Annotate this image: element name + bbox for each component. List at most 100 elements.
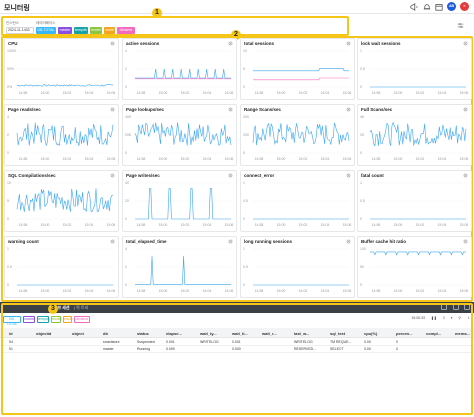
megaphone-icon[interactable]	[410, 3, 418, 11]
y-tick-label: 400	[243, 115, 249, 119]
metric-card[interactable]: lock wait sessions 1 0.5 0 14:58 15:00 15:02 15…	[357, 38, 472, 100]
metric-card[interactable]: total sessions 10 5 0 14:58 15:00 15:02 15:04 15…	[240, 38, 355, 100]
column-header[interactable]: last_w...	[294, 331, 310, 336]
panel-db-chip-tempdb[interactable]: tempdb	[37, 316, 50, 323]
column-header[interactable]: percen...	[396, 331, 413, 336]
panel-db-chip-msdb[interactable]: msdb	[63, 316, 73, 323]
metric-card[interactable]: SQL Compilations/sec 10 5 0 14:58 15:00 15:02 1…	[4, 170, 119, 232]
avatar[interactable]: AB	[447, 2, 456, 11]
gear-icon[interactable]	[110, 107, 115, 112]
card-title: fatal count	[361, 173, 384, 178]
x-tick-label: 15:06	[107, 91, 116, 95]
table-cell: master	[103, 347, 114, 351]
metric-card[interactable]: Full Scans/sec 4K 2K 0 14:58 15:00 15:02 15:04 1…	[357, 104, 472, 166]
table-row[interactable]: 54 smartstore Suspended 0.001 WRITELOG 0.001 W…	[0, 339, 474, 346]
gear-icon[interactable]	[228, 173, 233, 178]
column-header[interactable]: elapse...	[166, 331, 182, 336]
metric-card[interactable]: connect_error 1 0.5 0 14:58 15:00 15:02 15:04 15…	[240, 170, 355, 232]
db-chip-dbname[interactable]: dbname	[117, 27, 135, 34]
x-tick-label: 15:04	[438, 289, 447, 293]
window-icon[interactable]	[452, 304, 459, 310]
calendar-icon[interactable]	[435, 3, 443, 11]
panel-db-chip-model[interactable]: model	[51, 316, 62, 323]
y-tick-label: 4	[125, 49, 127, 53]
gear-icon[interactable]	[463, 41, 468, 46]
expand-icon[interactable]	[464, 304, 470, 310]
column-header[interactable]: wait_ty...	[200, 331, 217, 336]
pause-icon[interactable]: ❚❚	[430, 316, 437, 320]
bell-icon[interactable]	[423, 3, 431, 11]
metric-card[interactable]: Range Scans/sec 400 200 0 14:58 15:00 15:02 15:…	[240, 104, 355, 166]
x-tick-label: 15:00	[394, 157, 403, 161]
metric-card[interactable]: total_elapsed_time 4 2 0 14:58 15:00 15:02 15:0…	[122, 236, 237, 298]
gear-icon[interactable]	[228, 239, 233, 244]
gear-icon[interactable]	[110, 239, 115, 244]
lock-tree-tab[interactable]: | 락 트리	[74, 305, 89, 310]
column-header[interactable]: wait_ti...	[232, 331, 248, 336]
y-tick-label: 0	[7, 217, 9, 221]
filter-icon[interactable]: ▾	[450, 316, 453, 320]
panel-db-chip-dbname[interactable]: dbname	[74, 316, 90, 323]
table-row[interactable]: 51 master Running 0.009 0.000 RESERVED... SELE…	[0, 346, 474, 353]
gear-icon[interactable]	[346, 107, 351, 112]
x-tick-label: 15:02	[299, 289, 308, 293]
gear-icon[interactable]	[346, 239, 351, 244]
card-title: SQL Compilations/sec	[8, 173, 56, 178]
x-tick-label: 15:06	[460, 91, 469, 95]
column-header[interactable]: object	[72, 331, 84, 336]
db-chip-db-total[interactable]: DB-TOTAL	[36, 27, 56, 34]
panel-filter: DB-TOTAL master tempdb model msdb dbname 15:0…	[0, 313, 474, 327]
column-header[interactable]: cpu(%)	[364, 331, 378, 336]
db-chip-model[interactable]: model	[90, 27, 102, 34]
x-tick-label: 15:06	[460, 289, 469, 293]
column-header[interactable]: mema...	[455, 331, 470, 336]
metric-card[interactable]: Page writes/sec 40 20 0 14:58 15:00 15:02 15:04…	[122, 170, 237, 232]
x-tick-label: 15:00	[277, 223, 286, 227]
gear-icon[interactable]	[228, 41, 233, 46]
gear-icon[interactable]	[463, 239, 468, 244]
panel-title[interactable]: 액티브 세션	[50, 305, 70, 310]
db-chip-msdb[interactable]: msdb	[104, 27, 115, 34]
x-tick-label: 14:58	[255, 91, 264, 95]
metric-card[interactable]: CPU 100% 50% 0% 14:58 15:00 15:02 15:04 15:06	[4, 38, 119, 100]
column-header[interactable]: status	[137, 331, 149, 336]
db-chip-tempdb[interactable]: tempdb	[74, 27, 88, 34]
metric-card[interactable]: long running sessions 1 0.5 0 14:58 15:00 15:0…	[240, 236, 355, 298]
gear-icon[interactable]	[346, 41, 351, 46]
metric-card[interactable]: Page lookups/sec 40K 20K 0 14:58 15:00 15:02 15…	[122, 104, 237, 166]
instance-select[interactable]: 2024-11-1433	[6, 27, 34, 34]
metric-card[interactable]: warning count 1 0.5 0 14:58 15:00 15:02 15:04 15…	[4, 236, 119, 298]
panel-db-chip-db-total[interactable]: DB-TOTAL	[3, 316, 21, 326]
layout-icon[interactable]	[441, 304, 448, 310]
settings-icon[interactable]	[457, 22, 464, 29]
column-header[interactable]: db	[103, 331, 108, 336]
gear-icon[interactable]	[346, 173, 351, 178]
db-chip-master[interactable]: master	[58, 27, 72, 34]
column-header[interactable]: sql_text	[330, 331, 346, 336]
metric-card[interactable]: Page reads/sec 4 2 0 14:58 15:00 15:02 15:04 15:…	[4, 104, 119, 166]
close-icon[interactable]: ✕	[460, 2, 469, 11]
gear-icon[interactable]	[463, 173, 468, 178]
metric-card[interactable]: active sessions 4 2 0 14:58 15:00 15:02 15:04 15…	[122, 38, 237, 100]
x-tick-label: 14:58	[19, 91, 28, 95]
column-header[interactable]: compl...	[426, 331, 442, 336]
column-header[interactable]: objectid	[36, 331, 52, 336]
column-header[interactable]: id	[9, 331, 13, 336]
search-icon[interactable]: ⚲	[458, 316, 462, 320]
metric-card[interactable]: fatal count 1 0.5 0 14:58 15:00 15:02 15:04 15:0…	[357, 170, 472, 232]
gear-icon[interactable]	[463, 107, 468, 112]
y-tick-label: 0.5	[360, 67, 365, 71]
x-tick-label: 15:04	[85, 157, 94, 161]
y-tick-label: 4	[7, 115, 9, 119]
column-header[interactable]: wait_r...	[262, 331, 277, 336]
y-tick-label: 50%	[7, 67, 14, 71]
y-tick-label: 0	[243, 151, 245, 155]
gear-icon[interactable]	[110, 173, 115, 178]
download-icon[interactable]: ⇩	[467, 316, 470, 320]
gear-icon[interactable]	[110, 41, 115, 46]
panel-db-chip-master[interactable]: master	[23, 316, 35, 323]
x-tick-label: 15:02	[63, 157, 72, 161]
gear-icon[interactable]	[228, 107, 233, 112]
series-line	[252, 122, 350, 146]
metric-card[interactable]: Buffer cache hit ratio 100 50 0 14:58 15:00 15…	[357, 236, 472, 298]
